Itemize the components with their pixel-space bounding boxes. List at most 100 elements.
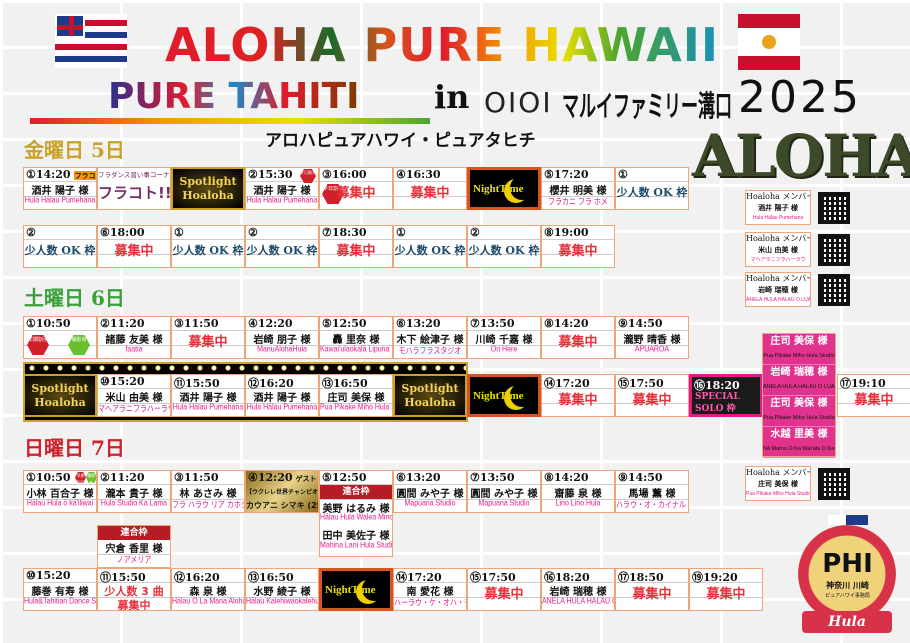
slot-perf[interactable]: ⑦13:50 川崎 千嘉 様 Ori Here bbox=[467, 316, 541, 359]
slot-recruit[interactable]: ⑧19:00 募集中 bbox=[541, 225, 615, 268]
slot-joint-extra[interactable]: 連合枠 宍倉 香里 様ノアメリア bbox=[97, 525, 171, 568]
recruiting-status: 募集中 bbox=[706, 587, 746, 602]
slot-night[interactable]: NightTime bbox=[319, 568, 393, 611]
slot-number: ② bbox=[100, 471, 110, 484]
small-group-status: 少人数 3 曲 bbox=[104, 585, 164, 598]
slot-small[interactable]: ② 少人数 OK 枠 bbox=[467, 225, 541, 268]
qr-code-icon[interactable] bbox=[818, 192, 850, 224]
slot-perf[interactable]: ⑧14:20 齋藤 泉 様 Lino Lino Hula bbox=[541, 470, 615, 513]
furakoto-caption: フラダンス習い事コーナー bbox=[98, 171, 170, 179]
title-in: in bbox=[434, 78, 470, 116]
slot-perf[interactable]: ①10:50 早期割引 撮影有 小林 百合子 様 Hālau Hula ō kā'ili… bbox=[23, 470, 97, 513]
slot-small3[interactable]: ⑪15:50 少人数 3 曲募集中 bbox=[97, 568, 171, 611]
badge-sub: ピュアハワイ事務局 bbox=[825, 593, 870, 599]
stack-member: 水越 里美 様 Nā Mamo O Ka Wai'ala O Ka Lani bbox=[763, 427, 835, 458]
slot-recruit[interactable]: ⑮17:50 募集中 bbox=[615, 374, 689, 417]
slot-time-text: 16:20 bbox=[185, 571, 220, 584]
slot-recruit[interactable]: ⑥18:00 募集中 bbox=[97, 225, 171, 268]
slot-perf[interactable]: ②11:20 瀧本 貴子 様 Hula Studio Ka Lama bbox=[97, 470, 171, 513]
slot-small[interactable]: ② 少人数 OK 枠 bbox=[23, 225, 97, 268]
performer-name: 【ウクレレ世界チャンピオン】 bbox=[246, 489, 318, 496]
slot-special[interactable]: ⑯18:20 SPECIAL SOLO 枠 bbox=[689, 374, 763, 417]
performer-name: 櫻井 明美 様 bbox=[549, 186, 607, 197]
slot-recruit[interactable]: ③16:00 平日割引 募集中 bbox=[319, 167, 393, 210]
joint-band: 連合枠 bbox=[320, 485, 392, 499]
slot-perf[interactable]: ⑤17:20 櫻井 明美 様フラカニ フラ ホメ bbox=[541, 167, 615, 210]
slot-perf[interactable]: ⑪15:50 酒井 陽子 様 Hula Hālau Pumehana bbox=[171, 374, 245, 417]
slot-time: ③16:00 bbox=[322, 168, 367, 181]
performer-name: 岩崎 朋子 様 bbox=[253, 335, 311, 346]
moon-icon bbox=[510, 176, 534, 200]
slot-perf[interactable]: ⑩15:20 米山 由美 様マヘアラニフラハーラウ bbox=[97, 374, 171, 417]
slot-time: ⑲19:20 bbox=[692, 569, 738, 585]
slot-spotlight[interactable]: Spotlight Hoaloha bbox=[171, 167, 245, 210]
slot-recruit[interactable]: ⑰19:10 募集中 bbox=[837, 374, 910, 417]
slot-time: ⑩15:20 bbox=[26, 569, 71, 582]
studio-name: ノアメリア bbox=[116, 556, 152, 565]
slot-perf[interactable]: ⑥13:20 木下 絵津子 様モハラフラスタジオ bbox=[393, 316, 467, 359]
recruiting-status: 募集中 bbox=[632, 587, 672, 602]
slot-number: ① bbox=[26, 471, 36, 484]
qr-code-icon[interactable] bbox=[818, 274, 850, 306]
slot-perf[interactable]: ③11:50 林 あさみ 様フラ ハラウ リア カホクラニ bbox=[171, 470, 245, 513]
slot-perf[interactable]: ⑫16:20 酒井 陽子 様 Hula Hālau Pumehana bbox=[245, 374, 319, 417]
slot-time-text: 13:50 bbox=[479, 317, 515, 330]
slot-perf[interactable]: ⑨14:50 瀧野 晴香 様 APUAROA bbox=[615, 316, 689, 359]
slot-night[interactable]: NightTime bbox=[467, 167, 541, 210]
slot-recruit[interactable]: ⑭17:20 募集中 bbox=[541, 374, 615, 417]
studio-name: Hula&Tahitian Dance Studio VAIMANA bbox=[24, 597, 96, 606]
slot-recruit[interactable]: ⑰18:50 募集中 bbox=[615, 568, 689, 611]
slot-perf[interactable]: ⑦13:50 圓間 みや子 様 Mapuana Studio bbox=[467, 470, 541, 513]
slot-recruit[interactable]: ⑧14:20 募集中 bbox=[541, 316, 615, 359]
slot-spotlight[interactable]: Spotlight Hoaloha bbox=[23, 374, 97, 417]
slot-recruit[interactable]: ⑦18:30 募集中 bbox=[319, 225, 393, 268]
saturday-label: 土曜日 6日 bbox=[24, 286, 125, 310]
slot-number: ⑦ bbox=[322, 226, 332, 239]
slot-small[interactable]: ① 少人数 OK 枠 bbox=[615, 167, 689, 210]
slot-time-text: 19:10 bbox=[851, 377, 886, 390]
slot-tag: ゲスト bbox=[295, 474, 317, 483]
slot-recruit[interactable]: ④16:30 募集中 bbox=[393, 167, 467, 210]
hoaloha-member-card[interactable]: Hoaloha メンバー 庄司 美保 様 Pua Pīkake Miho Hula … bbox=[745, 466, 811, 501]
slot-time-text: 15:30 bbox=[257, 168, 293, 181]
qr-code-icon[interactable] bbox=[818, 468, 850, 500]
slot-time-text: 11:50 bbox=[183, 471, 219, 484]
slot-recruit[interactable]: ③11:50 募集中 bbox=[171, 316, 245, 359]
slot-small[interactable]: ① 少人数 OK 枠 bbox=[171, 225, 245, 268]
slot-perf[interactable]: ⑥13:20 圓間 みや子 様 Mapuana Studio bbox=[393, 470, 467, 513]
slot-furakoto[interactable]: フラダンス習い事コーナー フラコト!! bbox=[97, 167, 171, 210]
slot-recruit[interactable]: ⑲19:20 募集中 bbox=[689, 568, 763, 611]
hoaloha-member-card[interactable]: Hoaloha メンバー 米山 由美 様マヘアラニフラハーラウ bbox=[745, 232, 811, 267]
slot-number: ⑬ bbox=[248, 571, 259, 584]
badge-logo: PHI bbox=[822, 549, 873, 579]
hoaloha-member-card[interactable]: Hoaloha メンバー 酒井 陽子 様 Hula Hālau Pumehana bbox=[745, 190, 811, 225]
slot-small[interactable]: ① 少人数 OK 枠 bbox=[393, 225, 467, 268]
slot-recruit[interactable]: ⑮17:50 募集中 bbox=[467, 568, 541, 611]
qr-code-icon[interactable] bbox=[818, 234, 850, 266]
slot-perf[interactable]: ②15:30 平日割引 酒井 陽子 様 Hula Hālau Pumehana bbox=[245, 167, 319, 210]
member-card-name: 酒井 陽子 様 bbox=[758, 203, 798, 212]
slot-number: ① bbox=[618, 168, 628, 181]
slot-perf[interactable]: ④12:20 岩崎 朋子 様 ManuAlohaHula bbox=[245, 316, 319, 359]
studio-name: Lino Lino Hula bbox=[555, 499, 601, 508]
slot-spotlight[interactable]: Spotlight Hoaloha bbox=[393, 374, 467, 417]
slot-time-text: 11:20 bbox=[109, 317, 145, 330]
slot-perf[interactable]: ②11:20 諸藤 友美 様 faatia bbox=[97, 316, 171, 359]
slot-badges[interactable]: ①10:50 早期割引 撮影有 bbox=[23, 316, 97, 359]
slot-number: ③ bbox=[174, 317, 184, 330]
slot-night[interactable]: NightTime bbox=[467, 374, 541, 417]
hoaloha-member-card[interactable]: Hoaloha メンバー 岩崎 瑞穂 様 ANELA HULA HALAU O LU… bbox=[745, 272, 811, 307]
slot-small[interactable]: ② 少人数 OK 枠 bbox=[245, 225, 319, 268]
studio-name: Hālau Hula Walea Minoaka bbox=[320, 513, 392, 522]
